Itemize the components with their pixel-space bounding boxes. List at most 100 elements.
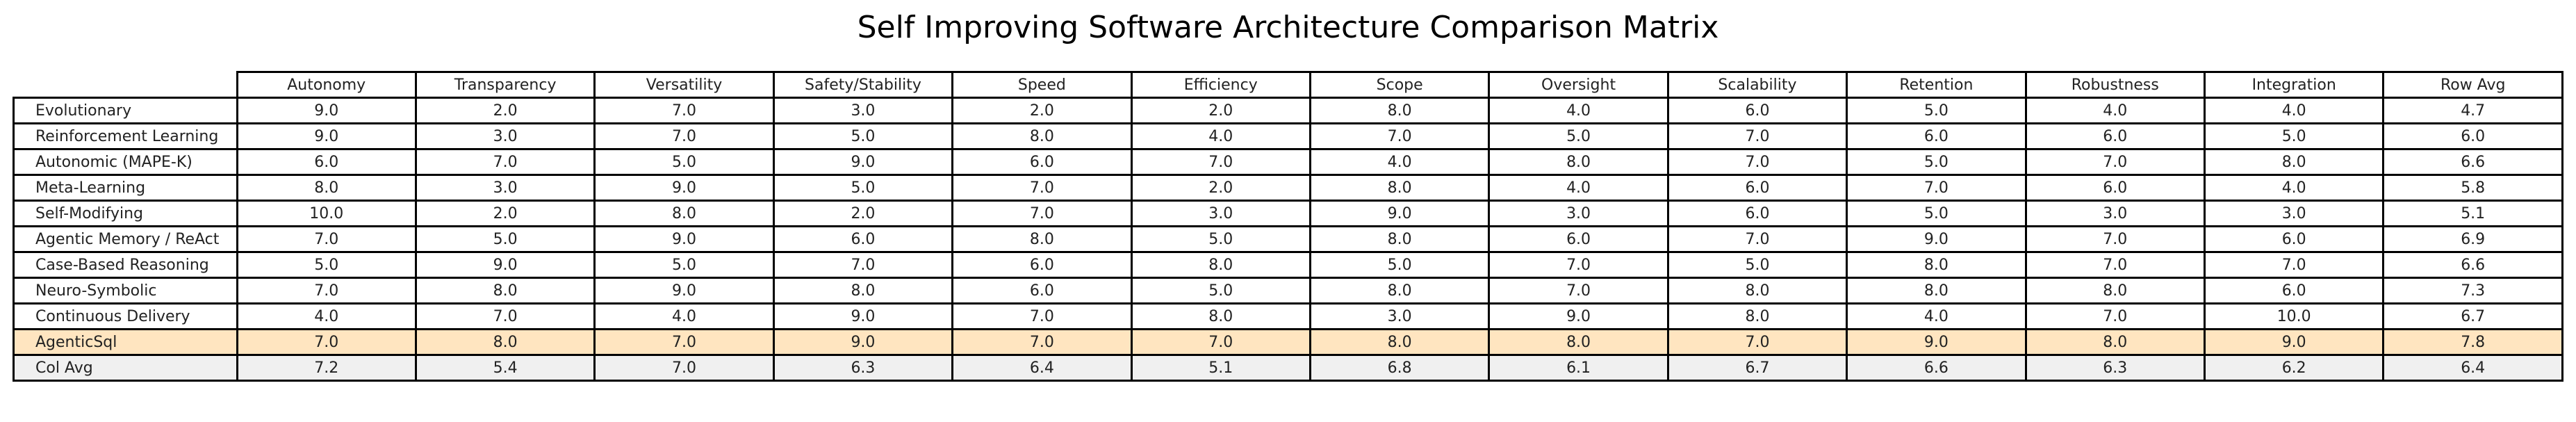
table-cell-integration: 5.0	[2203, 122, 2385, 150]
column-header-scope: Scope	[1308, 71, 1491, 99]
table-cell-speed: 8.0	[951, 225, 1133, 253]
table-cell-speed: 6.0	[951, 251, 1133, 279]
table-cell-safety-stability: 9.0	[772, 148, 954, 176]
table-cell-retention: 8.0	[1846, 251, 2027, 279]
table-cell-speed: 7.0	[951, 328, 1133, 356]
table-cell-oversight: 4.0	[1488, 174, 1669, 202]
table-cell-robustness: 8.0	[2024, 277, 2206, 305]
table-cell-speed: 6.4	[951, 354, 1133, 382]
table-cell-retention: 9.0	[1846, 225, 2027, 253]
table-cell-scalability: 6.0	[1666, 200, 1848, 227]
table-cell-transparency: 9.0	[414, 251, 596, 279]
table-cell-integration: 4.0	[2203, 174, 2385, 202]
table-cell-integration: 9.0	[2203, 328, 2385, 356]
table-cell-autonomy: 5.0	[236, 251, 417, 279]
table-cell-transparency: 7.0	[414, 148, 596, 176]
table-row: AgenticSql 7.0 8.0 7.0 9.0 7.0 7.0 8.0 8.0 7.0 9.0…	[13, 328, 2563, 356]
table-cell-retention: 9.0	[1846, 328, 2027, 356]
table-cell-row-avg: 6.0	[2382, 122, 2563, 150]
table-cell-scope: 8.0	[1308, 277, 1491, 305]
table-cell-integration: 6.2	[2203, 354, 2385, 382]
table-cell-integration: 4.0	[2203, 97, 2385, 124]
column-header-transparency: Transparency	[414, 71, 596, 99]
table-cell-speed: 6.0	[951, 277, 1133, 305]
table-row: Meta-Learning 8.0 3.0 9.0 5.0 7.0 2.0 8.0 4.0 6.0…	[13, 174, 2563, 202]
table-cell-transparency: 8.0	[414, 277, 596, 305]
table-cell-scalability: 7.0	[1666, 328, 1848, 356]
table-cell-versatility: 7.0	[593, 122, 775, 150]
column-header-integration: Integration	[2203, 71, 2385, 99]
table-cell-versatility: 7.0	[593, 97, 775, 124]
table-cell-safety-stability: 8.0	[772, 277, 954, 305]
table-cell-speed: 7.0	[951, 302, 1133, 330]
table-cell-efficiency: 5.1	[1130, 354, 1311, 382]
table-cell-retention: 6.6	[1846, 354, 2027, 382]
table-cell-transparency: 7.0	[414, 302, 596, 330]
row-label-agentic-memory-react: Agentic Memory / ReAct	[13, 225, 238, 253]
table-cell-efficiency: 4.0	[1130, 122, 1311, 150]
table-cell-robustness: 4.0	[2024, 97, 2206, 124]
chart-title: Self Improving Software Architecture Com…	[857, 10, 1719, 45]
table-cell-robustness: 3.0	[2024, 200, 2206, 227]
table-cell-scope: 5.0	[1308, 251, 1491, 279]
table-cell-scope: 8.0	[1308, 97, 1491, 124]
row-label-self-modifying: Self-Modifying	[13, 200, 238, 227]
table-cell-oversight: 6.1	[1488, 354, 1669, 382]
table-cell-scope: 8.0	[1308, 328, 1491, 356]
table-cell-transparency: 5.4	[414, 354, 596, 382]
table-cell-robustness: 7.0	[2024, 302, 2206, 330]
column-header-safety-stability: Safety/Stability	[772, 71, 954, 99]
table-cell-safety-stability: 9.0	[772, 302, 954, 330]
table-cell-scalability: 6.0	[1666, 97, 1848, 124]
row-label-reinforcement-learning: Reinforcement Learning	[13, 122, 238, 150]
row-label-neuro-symbolic: Neuro-Symbolic	[13, 277, 238, 305]
row-label-evolutionary: Evolutionary	[13, 97, 238, 124]
table-cell-efficiency: 5.0	[1130, 225, 1311, 253]
table-cell-row-avg: 5.8	[2382, 174, 2563, 202]
table-cell-robustness: 7.0	[2024, 251, 2206, 279]
table-cell-versatility: 4.0	[593, 302, 775, 330]
table-cell-row-avg: 6.6	[2382, 148, 2563, 176]
table-row: Agentic Memory / ReAct 7.0 5.0 9.0 6.0 8.0 5.0…	[13, 225, 2563, 253]
table-row: Continuous Delivery 4.0 7.0 4.0 9.0 7.0 8.0 3.0…	[13, 302, 2563, 330]
table-cell-safety-stability: 3.0	[772, 97, 954, 124]
table-cell-versatility: 9.0	[593, 225, 775, 253]
table-cell-versatility: 9.0	[593, 277, 775, 305]
table-cell-versatility: 8.0	[593, 200, 775, 227]
table-cell-safety-stability: 6.3	[772, 354, 954, 382]
table-cell-oversight: 4.0	[1488, 97, 1669, 124]
table-cell-row-avg: 4.7	[2382, 97, 2563, 124]
table-cell-retention: 8.0	[1846, 277, 2027, 305]
table-cell-retention: 4.0	[1846, 302, 2027, 330]
table-cell-efficiency: 8.0	[1130, 251, 1311, 279]
table-cell-safety-stability: 5.0	[772, 174, 954, 202]
table-cell-transparency: 2.0	[414, 200, 596, 227]
table-cell-autonomy: 7.0	[236, 225, 417, 253]
table-cell-scalability: 6.0	[1666, 174, 1848, 202]
column-header-speed: Speed	[951, 71, 1133, 99]
column-header-robustness: Robustness	[2024, 71, 2206, 99]
table-cell-scalability: 6.7	[1666, 354, 1848, 382]
table-cell-scope: 8.0	[1308, 174, 1491, 202]
table-cell-integration: 8.0	[2203, 148, 2385, 176]
corner-cell	[13, 72, 238, 99]
table-cell-efficiency: 3.0	[1130, 200, 1311, 227]
table-cell-autonomy: 7.0	[236, 328, 417, 356]
table-cell-row-avg: 6.9	[2382, 225, 2563, 253]
column-header-autonomy: Autonomy	[236, 71, 417, 99]
row-label-case-based-reasoning: Case-Based Reasoning	[13, 251, 238, 279]
table-cell-autonomy: 7.2	[236, 354, 417, 382]
table-cell-efficiency: 7.0	[1130, 328, 1311, 356]
table-cell-oversight: 8.0	[1488, 148, 1669, 176]
table-cell-safety-stability: 5.0	[772, 122, 954, 150]
table-cell-scalability: 8.0	[1666, 277, 1848, 305]
table-cell-efficiency: 7.0	[1130, 148, 1311, 176]
table-cell-transparency: 5.0	[414, 225, 596, 253]
table-cell-scalability: 7.0	[1666, 225, 1848, 253]
table-cell-robustness: 6.3	[2024, 354, 2206, 382]
table-cell-safety-stability: 7.0	[772, 251, 954, 279]
table-cell-autonomy: 9.0	[236, 122, 417, 150]
column-header-oversight: Oversight	[1488, 71, 1669, 99]
table-cell-efficiency: 8.0	[1130, 302, 1311, 330]
table-cell-row-avg: 5.1	[2382, 200, 2563, 227]
